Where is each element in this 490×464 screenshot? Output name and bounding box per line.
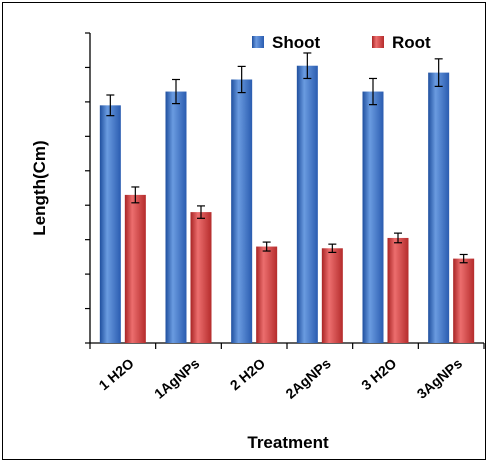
legend: Shoot Root — [252, 33, 431, 52]
legend-swatch-shoot — [252, 36, 264, 48]
axes — [85, 32, 485, 349]
chart-frame — [2, 2, 486, 460]
x-tick-label: 2AgNPs — [282, 355, 334, 402]
x-tick-label: 3AgNPs — [414, 355, 466, 402]
legend-swatch-root — [372, 36, 384, 48]
bar-root-2 — [256, 246, 278, 343]
legend-label-shoot: Shoot — [272, 33, 320, 52]
bar-root-3 — [321, 248, 343, 343]
y-axis-title: Length(Cm) — [30, 140, 49, 235]
error-bars — [106, 52, 468, 264]
x-tick-label: 2 H2O — [227, 355, 268, 393]
x-tick-label: 1AgNPs — [151, 355, 203, 402]
x-tick-label: 3 H2O — [358, 355, 399, 393]
bar-root-0 — [124, 194, 146, 343]
bar-shoot-5 — [428, 72, 450, 343]
bar-shoot-4 — [362, 91, 384, 343]
bar-shoot-3 — [296, 65, 318, 343]
x-tick-labels: 1 H2O 1AgNPs 2 H2O 2AgNPs 3 H2O 3AgNPs — [95, 355, 465, 402]
bar-root-5 — [453, 258, 475, 343]
bar-root-1 — [190, 212, 212, 343]
bar-shoot-1 — [165, 91, 187, 343]
bar-shoot-0 — [99, 105, 121, 343]
x-tick-label: 1 H2O — [95, 355, 136, 393]
bar-shoot-2 — [231, 79, 253, 343]
bars — [99, 65, 475, 343]
x-axis-title: Treatment — [247, 433, 329, 452]
bar-root-4 — [387, 237, 409, 343]
legend-label-root: Root — [392, 33, 431, 52]
